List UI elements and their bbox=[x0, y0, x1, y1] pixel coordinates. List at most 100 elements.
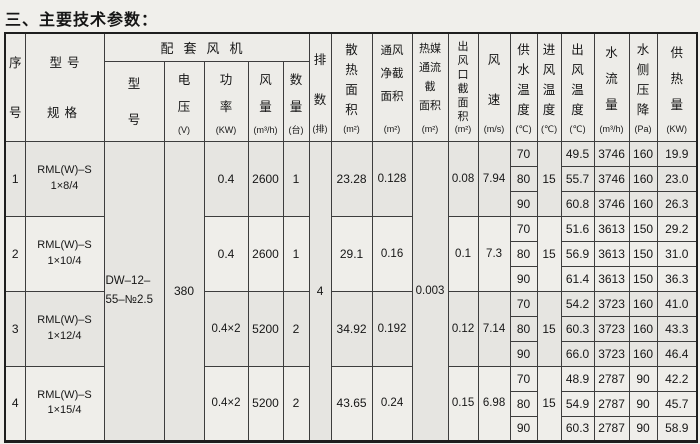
air-speed-cell: 7.14 bbox=[477, 290, 511, 367]
airflow-cell: 5200 bbox=[247, 365, 284, 442]
pressure-drop-cell: 160 bbox=[628, 140, 658, 167]
model-spec-cell: RML(W)–S 1×8/4 bbox=[24, 140, 105, 217]
fan-model-cell: DW–12– 55–№2.5 bbox=[103, 140, 165, 442]
supply-temp-cell: 90 bbox=[509, 265, 538, 292]
supply-temp-cell: 70 bbox=[509, 290, 538, 317]
serial-cell: 1 bbox=[4, 140, 26, 217]
water-flow-cell: 3613 bbox=[593, 265, 630, 292]
supply-temp-cell: 90 bbox=[509, 415, 538, 442]
header-power: 功 率 (KW) bbox=[203, 60, 249, 142]
outlet-area-cell: 0.08 bbox=[447, 140, 479, 217]
media-area-cell: 0.003 bbox=[411, 140, 449, 442]
water-flow-cell: 3746 bbox=[593, 165, 630, 192]
supply-temp-cell: 80 bbox=[509, 315, 538, 342]
page-title: 三、主要技术参数： bbox=[5, 12, 159, 29]
header-voltage: 电 压 (V) bbox=[163, 60, 205, 142]
header-fan-model: 型 号 bbox=[103, 60, 165, 142]
water-flow-cell: 3723 bbox=[593, 315, 630, 342]
pressure-drop-cell: 150 bbox=[628, 240, 658, 267]
inlet-temp-cell: 15 bbox=[536, 290, 562, 367]
water-flow-cell: 3613 bbox=[593, 240, 630, 267]
outlet-temp-cell: 55.7 bbox=[560, 165, 595, 192]
water-flow-cell: 3613 bbox=[593, 215, 630, 242]
table-subrow: 80 60.3 3723 160 43.3 bbox=[5, 315, 698, 342]
heat-output-cell: 23.0 bbox=[656, 165, 698, 192]
header-inlet-temp: 进 风 温 度 (℃) bbox=[536, 32, 562, 142]
header-serial: 序 号 bbox=[4, 32, 26, 142]
heat-area-cell: 23.28 bbox=[330, 140, 373, 217]
model-spec-cell: RML(W)–S 1×15/4 bbox=[24, 365, 105, 442]
pressure-drop-cell: 150 bbox=[628, 215, 658, 242]
vent-area-cell: 0.128 bbox=[371, 140, 413, 217]
parameters-table: 序 号 型号 规格 配套风机 排 数 (排) 散 热 面 积 (m²) 通风 净截 … bbox=[4, 32, 699, 443]
header-fan-qty: 数 量 (台) bbox=[282, 60, 310, 142]
outlet-temp-cell: 66.0 bbox=[560, 340, 595, 367]
table-row: 3 RML(W)–S 1×12/4 0.4×2 5200 2 34.92 0.1… bbox=[4, 290, 698, 367]
header-row-count: 排 数 (排) bbox=[308, 32, 332, 142]
heat-output-cell: 58.9 bbox=[656, 415, 698, 442]
heat-output-cell: 45.7 bbox=[656, 390, 698, 417]
power-cell: 0.4 bbox=[203, 140, 249, 217]
heat-output-cell: 43.3 bbox=[656, 315, 698, 342]
table-subrow: 80 55.7 3746 160 23.0 bbox=[5, 165, 698, 192]
table-subrow: 90 61.4 3613 150 36.3 bbox=[5, 265, 698, 292]
heat-output-cell: 42.2 bbox=[656, 365, 698, 392]
water-flow-cell: 2787 bbox=[593, 415, 630, 442]
pressure-drop-cell: 90 bbox=[628, 390, 658, 417]
pressure-drop-cell: 160 bbox=[628, 340, 658, 367]
header-outlet-temp: 出 风 温 度 (℃) bbox=[560, 32, 595, 142]
heat-output-cell: 29.2 bbox=[656, 215, 698, 242]
heat-area-cell: 29.1 bbox=[330, 215, 373, 292]
serial-cell: 4 bbox=[4, 365, 26, 442]
water-flow-cell: 3746 bbox=[593, 140, 630, 167]
airflow-cell: 5200 bbox=[247, 290, 284, 367]
power-cell: 0.4×2 bbox=[203, 365, 249, 442]
outlet-temp-cell: 61.4 bbox=[560, 265, 595, 292]
heat-area-cell: 34.92 bbox=[330, 290, 373, 367]
table-row: 4 RML(W)–S 1×15/4 0.4×2 5200 2 43.65 0.2… bbox=[4, 365, 698, 442]
header-model-spec-label: 型号 规格 bbox=[46, 55, 85, 120]
pressure-drop-cell: 90 bbox=[628, 365, 658, 392]
voltage-cell: 380 bbox=[163, 140, 205, 442]
supply-temp-cell: 70 bbox=[509, 140, 538, 167]
model-spec-cell: RML(W)–S 1×10/4 bbox=[24, 215, 105, 292]
header-serial-label: 序 号 bbox=[8, 55, 22, 120]
header-heat-output: 供 热 量 (KW) bbox=[656, 32, 698, 142]
water-flow-cell: 3746 bbox=[593, 190, 630, 217]
header-model-spec: 型号 规格 bbox=[24, 32, 105, 142]
header-supply-temp: 供 水 温 度 (℃) bbox=[509, 32, 538, 142]
header-pressure-drop: 水 侧 压 降 (Pa) bbox=[628, 32, 658, 142]
water-flow-cell: 3723 bbox=[593, 290, 630, 317]
fan-qty-cell: 2 bbox=[282, 365, 310, 442]
water-flow-cell: 2787 bbox=[593, 390, 630, 417]
supply-temp-cell: 90 bbox=[509, 190, 538, 217]
table-row: 2 RML(W)–S 1×10/4 0.4 2600 1 29.1 0.16 0… bbox=[4, 215, 698, 292]
header-water-flow: 水 流 量 (m³/h) bbox=[593, 32, 630, 142]
header-media-area: 热媒 通流 截 面积 (m²) bbox=[411, 32, 449, 142]
outlet-temp-cell: 60.3 bbox=[560, 415, 595, 442]
supply-temp-cell: 80 bbox=[509, 165, 538, 192]
outlet-temp-cell: 60.8 bbox=[560, 190, 595, 217]
inlet-temp-cell: 15 bbox=[536, 365, 562, 442]
air-speed-cell: 6.98 bbox=[477, 365, 511, 442]
header-fan-group: 配套风机 bbox=[103, 32, 310, 62]
heat-output-cell: 36.3 bbox=[656, 265, 698, 292]
header-vent-area: 通风 净截 面积 (m²) bbox=[371, 32, 413, 142]
pressure-drop-cell: 160 bbox=[628, 190, 658, 217]
header-fan-group-label: 配套风机 bbox=[160, 40, 253, 56]
header-outlet-area: 出 风 口 截 面 积 (m²) bbox=[447, 32, 479, 142]
outlet-area-cell: 0.15 bbox=[447, 365, 479, 442]
pressure-drop-cell: 160 bbox=[628, 165, 658, 192]
pressure-drop-cell: 160 bbox=[628, 315, 658, 342]
table-subrow: 80 54.9 2787 90 45.7 bbox=[5, 390, 698, 417]
serial-cell: 3 bbox=[4, 290, 26, 367]
heat-output-cell: 31.0 bbox=[656, 240, 698, 267]
header-air-speed: 风 速 (m/s) bbox=[477, 32, 511, 142]
row-count-cell: 4 bbox=[308, 140, 332, 442]
table-row: 1 RML(W)–S 1×8/4 DW–12– 55–№2.5 380 0.4 … bbox=[4, 140, 698, 442]
outlet-temp-cell: 49.5 bbox=[560, 140, 595, 167]
outlet-temp-cell: 56.9 bbox=[560, 240, 595, 267]
pressure-drop-cell: 90 bbox=[628, 415, 658, 442]
outlet-temp-cell: 54.9 bbox=[560, 390, 595, 417]
